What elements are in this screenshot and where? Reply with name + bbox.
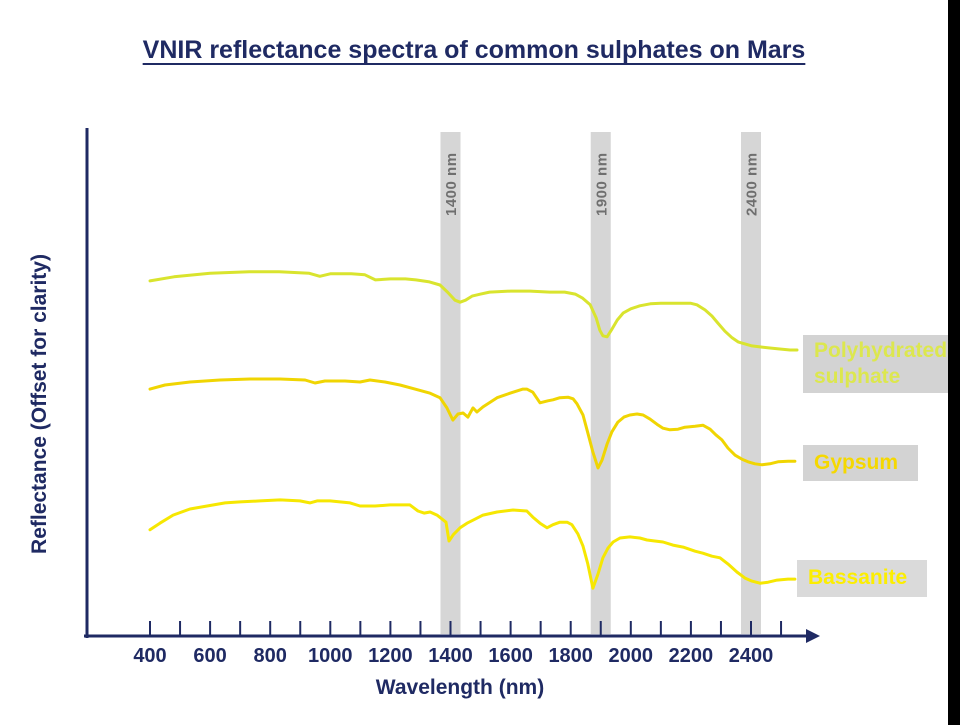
x-axis-label: Wavelength (nm) xyxy=(375,676,545,699)
x-tick-label-1200: 1200 xyxy=(368,645,413,667)
absorption-band-1400 xyxy=(440,132,461,634)
legend-bassanite: Bassanite xyxy=(797,560,927,597)
legend-gypsum: Gypsum xyxy=(803,445,918,481)
x-tick-label-2000: 2000 xyxy=(609,645,654,667)
spectrum-curve-gypsum xyxy=(148,377,797,470)
y-axis-label: Reflectance (Offset for clarity) xyxy=(28,254,51,554)
chart-title: VNIR reflectance spectra of common sulph… xyxy=(142,36,806,64)
spectrum-curve-polyhydrated-sulphate xyxy=(148,270,799,352)
band-label-2400: 2400 nm xyxy=(744,152,761,216)
x-axis-arrowhead xyxy=(806,629,820,643)
legend-polyhydrated-line2: sulphate xyxy=(814,365,901,388)
x-tick-label-800: 800 xyxy=(254,645,287,667)
absorption-band-2400 xyxy=(741,132,761,634)
legend-polyhydrated-line1: Polyhydrated xyxy=(814,339,948,362)
x-tick-label-1400: 1400 xyxy=(428,645,473,667)
x-tick-label-2200: 2200 xyxy=(669,645,714,667)
band-label-1400: 1400 nm xyxy=(443,152,460,216)
x-tick-label-2400: 2400 xyxy=(729,645,774,667)
legend-gypsum-label: Gypsum xyxy=(814,451,899,474)
band-label-1900: 1900 nm xyxy=(593,152,610,216)
right-edge-black-bar xyxy=(948,0,960,725)
legend-polyhydrated-sulphate: Polyhydrated sulphate xyxy=(803,335,948,393)
x-tick-label-1800: 1800 xyxy=(548,645,593,667)
absorption-band-1900 xyxy=(590,132,611,634)
spectrum-curve-bassanite xyxy=(148,498,797,590)
x-tick-label-600: 600 xyxy=(193,645,226,667)
x-tick-label-1600: 1600 xyxy=(488,645,533,667)
x-tick-label-1000: 1000 xyxy=(308,645,353,667)
legend-bassanite-label: Bassanite xyxy=(808,566,908,589)
x-tick-label-400: 400 xyxy=(133,645,166,667)
